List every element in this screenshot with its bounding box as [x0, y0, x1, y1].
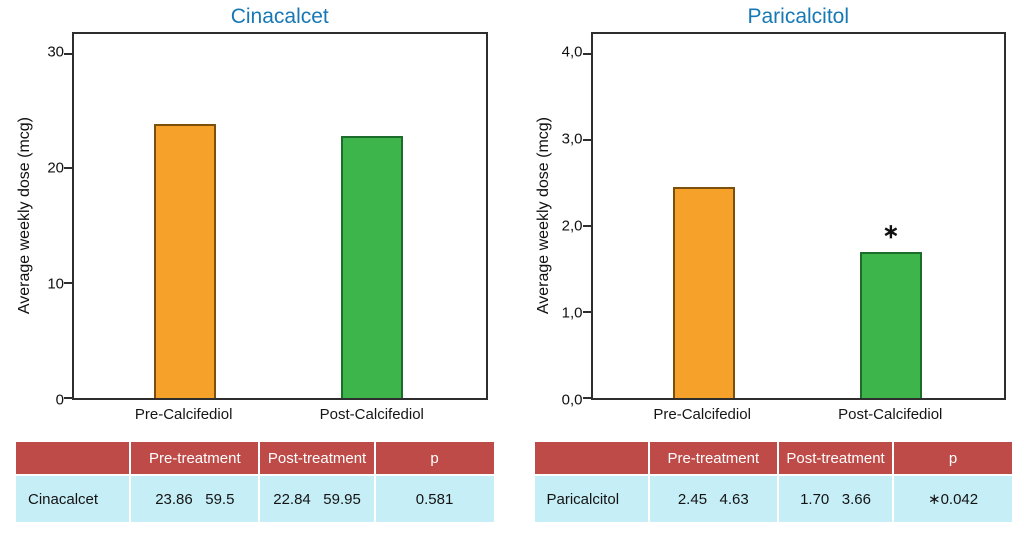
bar-post-calcifediol — [859, 251, 922, 398]
y-tick-label: 30 — [47, 43, 64, 61]
chart-area: Average weekly dose (mcg) 0,0 1,0 2,0 3,0 4,… — [533, 32, 1015, 409]
table-cell-drug-name: Cinacalcet — [16, 476, 130, 522]
table-cell-drug-name: Paricalcitol — [534, 476, 648, 522]
bar-pre-calcifediol — [672, 187, 735, 398]
table-cell-p-value: 0.581 — [375, 476, 494, 522]
y-axis: 0,0 1,0 2,0 3,0 4,0 — [555, 32, 591, 409]
y-tick-mark — [64, 167, 73, 170]
x-tick-label: Pre-Calcifediol — [134, 406, 233, 423]
table-header-cell-pretreatment: Pre-treatment — [131, 442, 259, 474]
panel-cinacalcet: Cinacalcet Average weekly dose (mcg) 0 10… — [14, 4, 496, 524]
y-tick-label: 10 — [47, 275, 64, 293]
table-header-cell-pretreatment: Pre-treatment — [649, 442, 777, 474]
bar-post-calcifediol — [341, 135, 404, 398]
y-tick-mark — [64, 282, 73, 285]
y-axis: 0 10 20 30 — [36, 32, 72, 408]
table-cell-posttreatment-value: 22.84 59.95 — [260, 476, 374, 522]
table-row: Paricalcitol 2.45 4.63 1.70 3.66 ∗0.042 — [534, 476, 1012, 522]
chart-title-cinacalcet: Cinacalcet — [230, 5, 329, 28]
stats-table-paricalcitol: Pre-treatment Post-treatment p Paricalci… — [533, 440, 1015, 524]
y-tick-mark — [582, 310, 592, 313]
table-cell-p-value: ∗0.042 — [894, 476, 1012, 522]
x-axis-labels: Pre-Calcifediol Post-Calcifediol — [591, 400, 1005, 426]
y-axis-label: Average weekly dose (mcg) — [534, 117, 552, 315]
x-tick-label: Post-Calcifediol — [319, 406, 424, 423]
y-tick-mark — [64, 52, 73, 55]
table-header-cell-posttreatment: Post-treatment — [778, 442, 893, 474]
y-tick-label: 20 — [47, 159, 64, 177]
table-header-cell-empty — [534, 442, 648, 474]
plot-area — [64, 32, 488, 400]
chart-title-paricalcitol: Paricalcitol — [747, 5, 850, 28]
y-tick-mark — [582, 138, 592, 141]
bar-pre-calcifediol — [154, 124, 217, 398]
significance-asterisk: ∗ — [882, 220, 900, 243]
table-header-cell-p: p — [375, 442, 494, 474]
table-header-row: Pre-treatment Post-treatment p — [16, 442, 494, 474]
y-tick-label: 0,0 — [561, 391, 583, 409]
table-header-row: Pre-treatment Post-treatment p — [534, 442, 1012, 474]
y-axis-label: Average weekly dose (mcg) — [16, 117, 33, 315]
table-cell-pretreatment-value: 23.86 59.5 — [131, 476, 259, 522]
y-tick-label: 0 — [55, 391, 64, 409]
table-row: Cinacalcet 23.86 59.5 22.84 59.95 0.581 — [16, 476, 494, 522]
chart-area: Average weekly dose (mcg) 0 10 20 30 — [14, 32, 496, 409]
x-tick-label: Post-Calcifediol — [838, 406, 943, 423]
table-header-cell-posttreatment: Post-treatment — [260, 442, 374, 474]
y-tick-label: 4,0 — [561, 43, 583, 61]
table-header-cell-empty — [16, 442, 130, 474]
y-tick-mark — [582, 224, 592, 227]
figure-container: Cinacalcet Average weekly dose (mcg) 0 10… — [14, 4, 1015, 524]
x-axis-labels: Pre-Calcifediol Post-Calcifediol — [72, 400, 486, 426]
y-tick-label: 2,0 — [561, 217, 583, 235]
table-cell-posttreatment-value: 1.70 3.66 — [778, 476, 893, 522]
x-tick-label: Pre-Calcifediol — [653, 406, 751, 423]
plot-area: ∗ — [582, 32, 1006, 400]
stats-table-cinacalcet: Pre-treatment Post-treatment p Cinacalce… — [14, 440, 496, 524]
table-cell-pretreatment-value: 2.45 4.63 — [649, 476, 777, 522]
y-tick-label: 3,0 — [561, 130, 583, 148]
panel-paricalcitol: Paricalcitol Average weekly dose (mcg) 0… — [533, 4, 1015, 524]
y-tick-mark — [582, 52, 592, 55]
y-tick-mark — [64, 397, 73, 399]
y-tick-label: 1,0 — [561, 304, 583, 322]
y-tick-mark — [582, 397, 592, 399]
table-header-cell-p: p — [894, 442, 1012, 474]
